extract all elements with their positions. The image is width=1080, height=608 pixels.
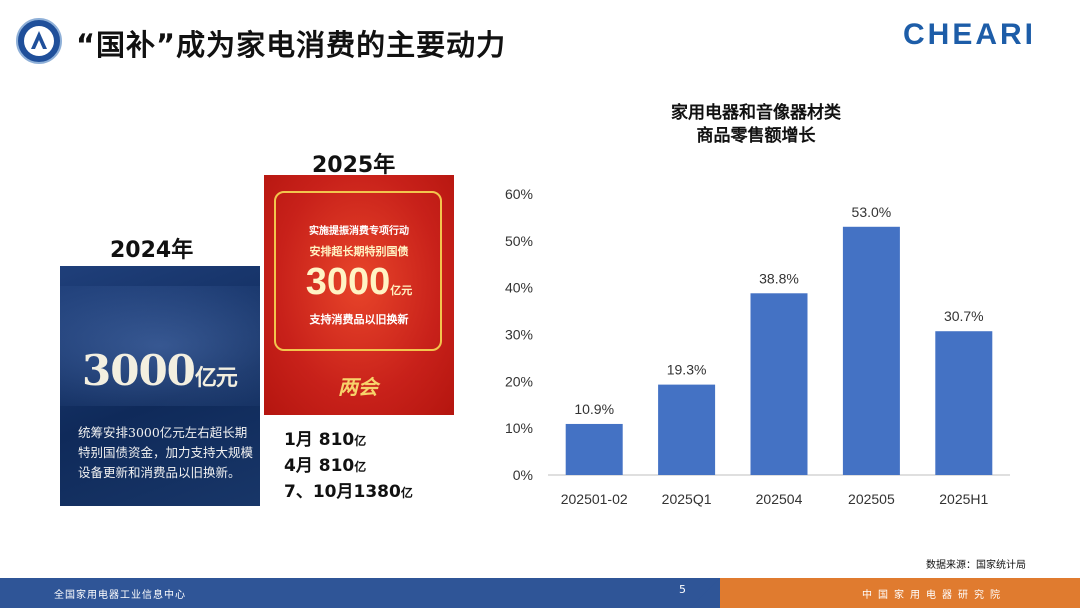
amount-value: 3000 <box>82 346 196 395</box>
allocation-unit: 亿 <box>400 486 413 500</box>
allocation-unit: 亿 <box>354 434 367 448</box>
data-label: 10.9% <box>574 401 614 417</box>
bar <box>935 331 993 475</box>
poster-2024: 3000亿元 统筹安排3000亿元左右超长期特别国债资金，加力支持大规模设备更新… <box>60 266 260 506</box>
footer-institute-name: 中国家用电器研究院 <box>862 590 1006 601</box>
footer-org-name: 全国家用电器工业信息中心 <box>54 590 186 601</box>
year-2025-label: 2025年 <box>312 153 396 178</box>
x-tick-label: 202504 <box>756 491 803 507</box>
allocation-amount: 1月 810 <box>284 430 355 450</box>
y-tick-label: 20% <box>505 373 533 389</box>
poster-2024-amount: 3000亿元 <box>82 346 238 395</box>
y-tick-label: 0% <box>513 467 533 483</box>
data-label: 30.7% <box>944 308 984 324</box>
allocation-item: 7、10月1380亿 <box>284 480 413 506</box>
org-logo-icon <box>24 26 54 56</box>
x-tick-label: 202501-02 <box>561 491 628 507</box>
poster-2025-amount: 3000亿元 <box>264 261 454 304</box>
amount-unit: 亿元 <box>390 285 413 297</box>
poster-frame <box>274 191 442 351</box>
poster-2025: 实施提振消费专项行动 安排超长期特别国债 3000亿元 支持消费品以旧换新 两会 <box>264 175 454 415</box>
data-label: 53.0% <box>852 204 892 220</box>
chart-title: 家用电器和音像器材类 商品零售额增长 <box>620 102 892 148</box>
bar <box>842 226 900 475</box>
poster-2025-line3: 支持消费品以旧换新 <box>309 313 409 326</box>
allocation-list: 1月 810亿 4月 810亿 7、10月1380亿 <box>284 428 413 506</box>
footer-divider <box>690 578 720 608</box>
x-tick-label: 2025Q1 <box>662 491 712 507</box>
poster-2025-line1: 实施提振消费专项行动 <box>309 226 409 237</box>
chart-title-line: 商品零售额增长 <box>696 126 816 146</box>
bar <box>658 384 716 475</box>
source-note: 数据来源：国家统计局 <box>926 560 1026 571</box>
footer-bar-right <box>720 578 1080 608</box>
two-sessions-emblem: 两会 <box>338 375 378 399</box>
poster-2024-description: 统筹安排3000亿元左右超长期特别国债资金，加力支持大规模设备更新和消费品以旧换… <box>78 425 254 480</box>
data-label: 19.3% <box>667 362 707 378</box>
y-tick-label: 10% <box>505 420 533 436</box>
data-label: 38.8% <box>759 270 799 286</box>
allocation-amount: 4月 810 <box>284 456 355 476</box>
org-logo <box>16 18 62 64</box>
allocation-unit: 亿 <box>354 460 367 474</box>
y-tick-label: 40% <box>505 280 533 296</box>
bar <box>565 423 623 475</box>
page-title: “国补”成为家电消费的主要动力 <box>76 28 507 62</box>
y-tick-label: 30% <box>505 327 533 343</box>
y-tick-label: 60% <box>505 186 533 202</box>
amount-value: 3000 <box>305 261 391 303</box>
y-tick-label: 50% <box>505 233 533 249</box>
footer-bar-left <box>0 578 720 608</box>
x-tick-label: 202505 <box>848 491 895 507</box>
allocation-item: 1月 810亿 <box>284 428 413 454</box>
x-tick-label: 2025H1 <box>939 491 988 507</box>
brand-logo: CHEARI <box>903 18 1037 51</box>
page-number: 5 <box>679 583 686 596</box>
allocation-item: 4月 810亿 <box>284 454 413 480</box>
poster-glow <box>60 286 260 406</box>
amount-unit: 亿元 <box>194 365 238 391</box>
poster-2025-line2: 安排超长期特别国债 <box>309 245 409 258</box>
bar <box>750 293 808 475</box>
chart-title-line: 家用电器和音像器材类 <box>671 103 841 123</box>
allocation-amount: 7、10月1380 <box>284 482 401 502</box>
year-2024-label: 2024年 <box>110 238 194 263</box>
